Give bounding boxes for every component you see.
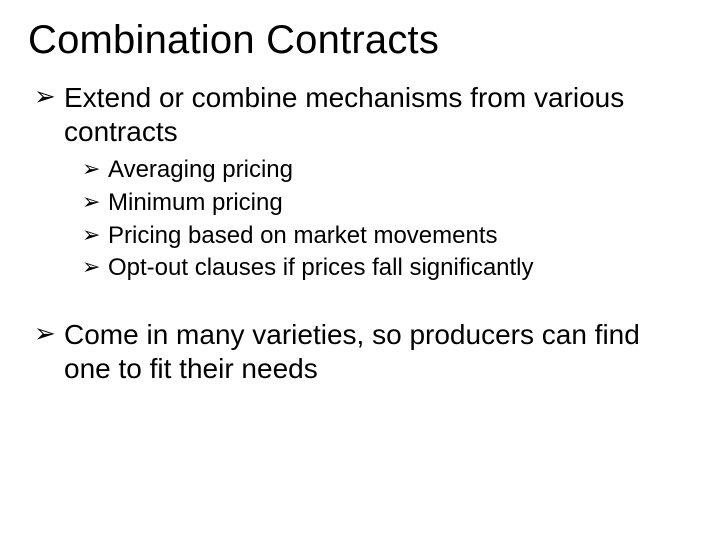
bullet-text: Averaging pricing bbox=[108, 156, 293, 183]
spacer bbox=[28, 292, 692, 318]
list-item: Averaging pricing bbox=[82, 155, 692, 186]
bullet-text: Extend or combine mechanisms from variou… bbox=[64, 82, 624, 147]
bullet-text: Pricing based on market movements bbox=[108, 222, 498, 249]
list-item: Opt-out clauses if prices fall significa… bbox=[82, 253, 692, 284]
bullet-text: Minimum pricing bbox=[108, 189, 283, 216]
bullet-list-level1: Come in many varieties, so producers can… bbox=[34, 318, 692, 386]
bullet-text: Come in many varieties, so producers can… bbox=[64, 319, 640, 384]
list-item: Pricing based on market movements bbox=[82, 221, 692, 252]
list-item: Minimum pricing bbox=[82, 188, 692, 219]
bullet-list-level1: Extend or combine mechanisms from variou… bbox=[34, 81, 692, 284]
slide-title: Combination Contracts bbox=[28, 18, 692, 63]
list-item: Extend or combine mechanisms from variou… bbox=[34, 81, 692, 284]
slide: Combination Contracts Extend or combine … bbox=[0, 0, 720, 540]
bullet-text: Opt-out clauses if prices fall significa… bbox=[108, 254, 534, 281]
list-item: Come in many varieties, so producers can… bbox=[34, 318, 692, 386]
bullet-list-level2: Averaging pricing Minimum pricing Pricin… bbox=[82, 155, 692, 284]
